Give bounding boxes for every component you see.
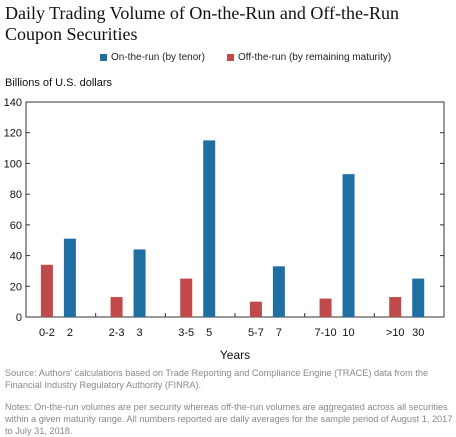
bar-off-the-run: [249, 301, 262, 317]
bar-on-the-run: [63, 238, 76, 317]
x-tick-label-off-the-run: 7-10: [315, 327, 337, 339]
bar-on-the-run: [342, 174, 355, 317]
legend-label-on-the-run: On-the-run (by tenor): [111, 52, 205, 63]
x-tick-label-on-the-run: 3: [136, 327, 142, 339]
y-tick-label: 100: [4, 158, 22, 170]
y-tick-label: 140: [4, 97, 22, 109]
bar-chart: 0 20 40 60 80 100 120 140 0-2 2 2-3 3 3-5 5 5-7 7 7-10 10…: [4, 97, 445, 362]
bar-off-the-run: [389, 297, 402, 317]
x-tick-label-on-the-run: 7: [276, 327, 282, 339]
legend-item-off-the-run: Off-the-run (by remaining maturity): [227, 52, 391, 63]
bar-off-the-run: [110, 297, 123, 317]
source-note: Source: Authors' calculations based on T…: [5, 368, 429, 390]
x-tick-label-off-the-run: 2-3: [109, 327, 125, 339]
bar-on-the-run: [203, 140, 216, 317]
y-tick-label: 40: [10, 251, 22, 263]
bar-off-the-run: [319, 298, 332, 317]
x-tick-label-off-the-run: 3-5: [178, 327, 194, 339]
x-tick-label-off-the-run: >10: [386, 327, 405, 339]
x-tick-label-off-the-run: 5-7: [248, 327, 264, 339]
bar-on-the-run: [133, 249, 146, 317]
plot-frame: [25, 101, 445, 318]
x-axis-title: Years: [220, 348, 250, 362]
legend-swatch-on-the-run: [100, 54, 107, 61]
legend-item-on-the-run: On-the-run (by tenor): [100, 52, 205, 63]
bar-on-the-run: [412, 278, 425, 317]
x-tick-label-on-the-run: 30: [412, 327, 424, 339]
y-tick-label: 20: [10, 281, 22, 293]
y-tick-label: 80: [10, 189, 22, 201]
legend: On-the-run (by tenor) Off-the-run (by re…: [0, 52, 456, 68]
x-tick-label-off-the-run: 0-2: [39, 327, 55, 339]
y-tick-label: 0: [16, 312, 22, 324]
bar-off-the-run: [40, 264, 53, 317]
y-tick-label: 60: [10, 220, 22, 232]
y-axis-units-label: Billions of U.S. dollars: [5, 77, 112, 89]
legend-label-off-the-run: Off-the-run (by remaining maturity): [238, 52, 392, 63]
y-tick-label: 120: [4, 128, 22, 140]
chart-title: Daily Trading Volume of On-the-Run and O…: [5, 3, 399, 44]
x-tick-label-on-the-run: 5: [206, 327, 212, 339]
bar-off-the-run: [180, 278, 193, 317]
bar-on-the-run: [272, 266, 285, 317]
legend-swatch-off-the-run: [227, 54, 234, 61]
notes-text: Notes: On-the-run volumes are per securi…: [5, 402, 453, 436]
x-tick-label-on-the-run: 10: [342, 327, 354, 339]
x-tick-label-on-the-run: 2: [67, 327, 73, 339]
